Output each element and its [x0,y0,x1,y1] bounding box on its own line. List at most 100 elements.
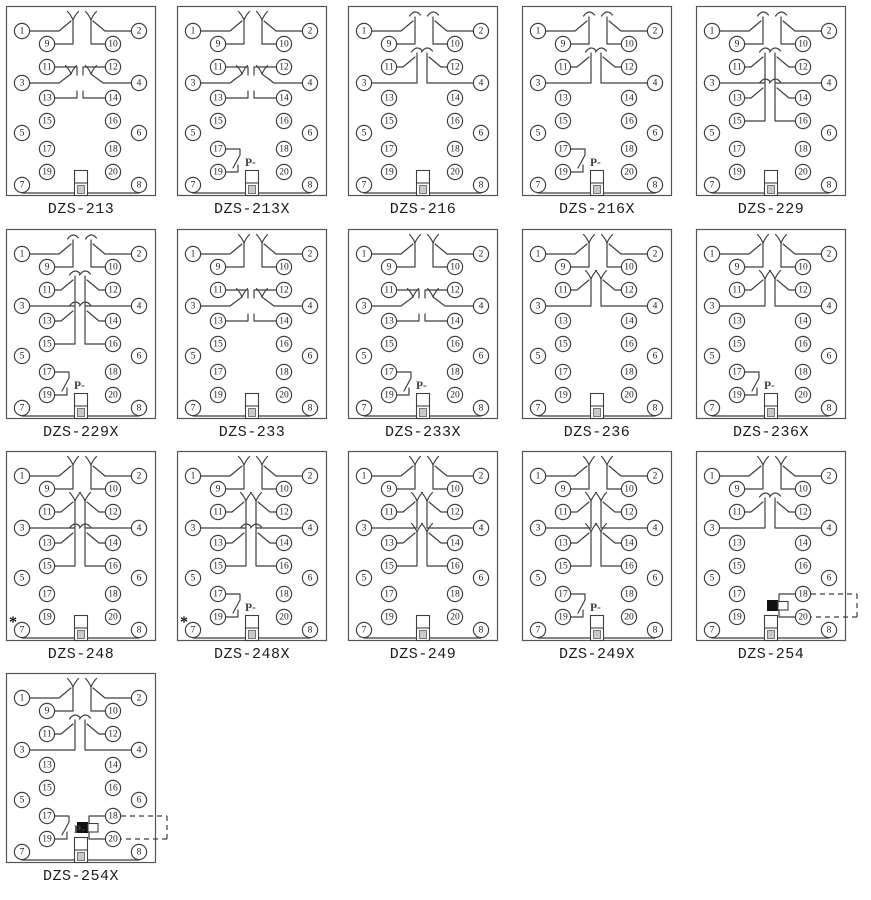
terminal-18: 18 [275,363,293,381]
svg-text:6: 6 [653,352,658,362]
svg-text:1: 1 [20,694,25,704]
terminal-11: 11 [380,58,398,76]
svg-text:16: 16 [108,562,118,572]
terminal-11: 11 [554,58,572,76]
svg-text:10: 10 [798,485,808,495]
svg-text:1: 1 [191,250,196,260]
terminal-20: 20 [104,830,122,848]
terminal-5: 5 [703,124,721,142]
terminal-17: 17 [728,585,746,603]
svg-text:20: 20 [108,168,118,178]
terminal-15: 15 [38,112,56,130]
terminal-1: 1 [703,467,721,485]
wiring-lines [537,233,656,417]
svg-text:20: 20 [108,835,118,845]
terminal-5: 5 [355,124,373,142]
terminal-3: 3 [13,741,31,759]
svg-text:3: 3 [191,79,196,89]
terminal-20: 20 [275,608,293,626]
terminal-9: 9 [380,35,398,53]
terminal-9: 9 [380,258,398,276]
relay-label: DZS-229X [42,424,119,441]
svg-text:11: 11 [558,286,567,296]
terminal-1: 1 [703,22,721,40]
svg-text:12: 12 [798,63,808,73]
svg-text:10: 10 [279,40,289,50]
svg-text:19: 19 [213,391,223,401]
svg-text:18: 18 [624,590,634,600]
terminal-7: 7 [355,621,373,639]
svg-text:15: 15 [213,340,223,350]
svg-text:2: 2 [308,27,313,37]
svg-text:2: 2 [827,27,832,37]
svg-text:4: 4 [137,302,142,312]
terminal-8: 8 [472,399,490,417]
svg-text:12: 12 [798,286,808,296]
terminal-7: 7 [529,176,547,194]
terminal-6: 6 [472,569,490,587]
svg-text:8: 8 [653,404,658,414]
svg-text:13: 13 [558,317,568,327]
svg-text:16: 16 [798,117,808,127]
terminal-16: 16 [104,335,122,353]
terminal-5: 5 [355,569,373,587]
terminal-14: 14 [104,312,122,330]
svg-text:9: 9 [387,40,392,50]
terminal-13: 13 [380,89,398,107]
coil-symbol [589,614,605,642]
terminal-8: 8 [646,621,664,639]
relay-case-outline [347,450,499,642]
svg-text:13: 13 [42,539,52,549]
svg-text:19: 19 [732,613,742,623]
svg-text:17: 17 [384,145,394,155]
terminal-12: 12 [794,503,812,521]
terminal-18: 18 [620,585,638,603]
relay-label: DZS-254 [737,646,805,663]
svg-text:6: 6 [308,352,313,362]
relay-cell-dzs-254: 1 2 3 4 5 6 7 8 9 10 11 12 13 14 15 16 17 18 19 20 DZS-254 [695,450,865,663]
svg-text:7: 7 [710,404,715,414]
terminal-18: 18 [794,585,812,603]
terminal-11: 11 [38,58,56,76]
coil-symbol [244,614,260,642]
terminal-9: 9 [728,258,746,276]
svg-text:18: 18 [798,590,808,600]
terminal-12: 12 [275,503,293,521]
terminal-3: 3 [529,519,547,537]
svg-text:6: 6 [479,129,484,139]
svg-text:6: 6 [137,796,142,806]
terminal-9: 9 [209,480,227,498]
terminal-10: 10 [275,35,293,53]
svg-text:18: 18 [279,368,289,378]
terminal-14: 14 [104,89,122,107]
terminal-1: 1 [13,467,31,485]
svg-text:4: 4 [827,302,832,312]
svg-text:4: 4 [308,524,313,534]
terminal-5: 5 [703,347,721,365]
terminal-19: 19 [38,830,56,848]
svg-text:13: 13 [42,317,52,327]
terminal-7: 7 [703,621,721,639]
relay-cell-dzs-248x: 1 2 3 4 5 6 7 8 9 10 11 12 13 14 15 16 17 18 19 20 * P- DZS-24… [176,450,346,663]
terminal-2: 2 [646,245,664,263]
svg-text:19: 19 [732,391,742,401]
terminal-14: 14 [104,756,122,774]
svg-text:10: 10 [798,263,808,273]
svg-text:14: 14 [279,94,289,104]
svg-text:13: 13 [42,761,52,771]
svg-text:11: 11 [42,508,51,518]
terminal-10: 10 [794,480,812,498]
svg-text:17: 17 [213,368,223,378]
svg-text:15: 15 [42,340,52,350]
svg-text:4: 4 [137,746,142,756]
terminal-7: 7 [355,399,373,417]
terminal-13: 13 [209,89,227,107]
svg-text:3: 3 [362,302,367,312]
terminal-6: 6 [130,569,148,587]
svg-text:14: 14 [108,761,118,771]
svg-text:1: 1 [20,472,25,482]
terminal-10: 10 [446,35,464,53]
